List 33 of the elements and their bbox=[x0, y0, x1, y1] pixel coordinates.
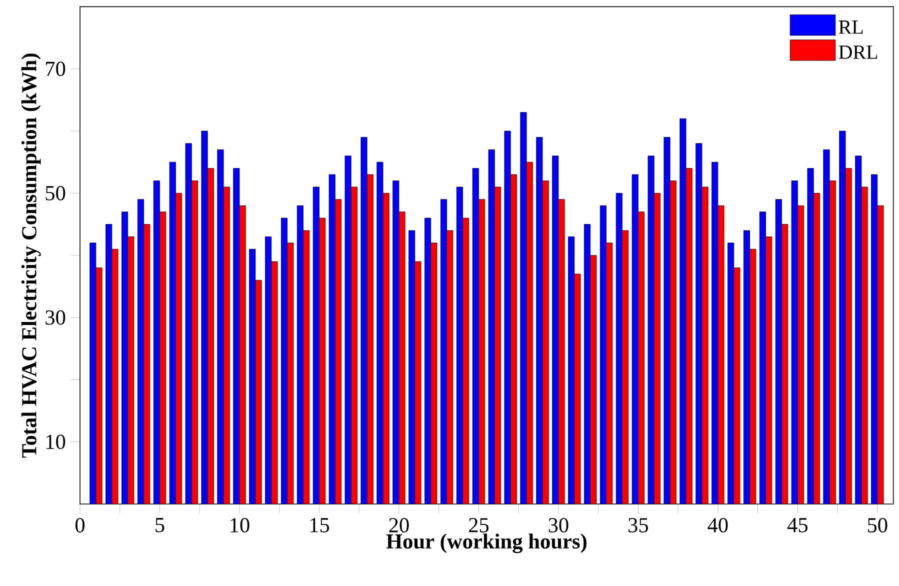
bar bbox=[472, 168, 479, 504]
y-tick-label: 50 bbox=[46, 186, 66, 200]
y-tick-label: 10 bbox=[46, 434, 66, 450]
bar bbox=[855, 156, 862, 504]
x-tick-label: 15 bbox=[310, 518, 330, 532]
bar bbox=[334, 199, 342, 504]
x-axis-title: Hour (working hours) bbox=[386, 534, 586, 554]
legend-label: DRL bbox=[838, 46, 878, 59]
bar bbox=[686, 168, 692, 504]
legend-label: RL bbox=[838, 20, 863, 34]
x-tick-label: 10 bbox=[230, 518, 250, 532]
bar bbox=[520, 112, 527, 504]
x-tick-label: 50 bbox=[868, 518, 888, 532]
bar bbox=[344, 156, 352, 504]
bar bbox=[137, 199, 144, 504]
bar bbox=[845, 168, 852, 504]
bar bbox=[207, 168, 214, 504]
x-tick-label: 5 bbox=[156, 518, 164, 532]
x-tick-label: 0 bbox=[75, 518, 85, 532]
x-tick-label: 45 bbox=[787, 518, 808, 532]
x-tick-label: 40 bbox=[708, 518, 728, 532]
x-tick-label: 25 bbox=[468, 518, 489, 532]
bar bbox=[775, 199, 782, 504]
bar bbox=[440, 199, 447, 504]
y-axis-title: Total HVAC Electricity Consumption (kWh) bbox=[21, 54, 41, 458]
bar bbox=[807, 168, 814, 504]
x-tick-label: 35 bbox=[628, 518, 648, 532]
bar bbox=[552, 156, 559, 504]
x-tick-label: 30 bbox=[548, 518, 568, 532]
y-tick-label: 30 bbox=[46, 310, 66, 325]
x-tick-label: 20 bbox=[389, 518, 409, 532]
bar bbox=[233, 168, 240, 504]
y-tick-label: 70 bbox=[46, 62, 66, 76]
